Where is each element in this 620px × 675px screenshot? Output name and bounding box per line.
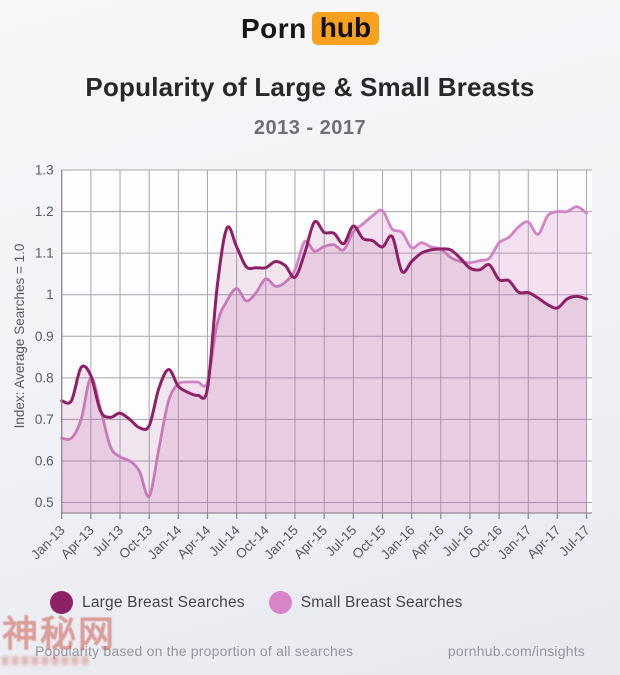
legend-label-small-breast: Small Breast Searches: [300, 593, 463, 611]
y-tick-label: 1: [46, 287, 54, 302]
y-tick-label: 1.3: [35, 163, 54, 178]
x-tick-label: Apr-13: [58, 523, 97, 562]
x-tick-label: Apr-15: [291, 523, 330, 562]
line-chart: 1.3 1.2 1.1 1 0.9 0.8 0.7 0.6 0.5 Jan-13Apr-13Jul…: [12, 163, 593, 563]
logo-text-hub-badge: hub: [311, 12, 380, 46]
x-tick-label: Apr-16: [408, 523, 447, 562]
y-axis-title: Index: Average Searches = 1.0: [12, 244, 27, 429]
series-area-large-breast: [61, 221, 587, 513]
y-tick-label: 0.5: [35, 495, 54, 510]
axes: [61, 170, 592, 519]
series-area-small-breast: [61, 206, 587, 513]
y-tick-label: 1.2: [35, 204, 54, 219]
x-axis-tick-labels: Jan-13Apr-13Jul-13Oct-13Jan-14Apr-14Jul-…: [28, 522, 593, 562]
legend-label-large-breast: Large Breast Searches: [82, 593, 245, 611]
y-tick-label: 0.6: [35, 453, 54, 468]
large-breast-legend-dot-icon: [50, 591, 73, 614]
small-breast-legend-dot-icon: [268, 591, 292, 614]
series-line-small-breast: [60, 205, 588, 498]
page-title: Popularity of Large & Small Breasts: [85, 72, 535, 102]
logo-text-porn: Porn: [240, 12, 307, 44]
footer-site-url: pornhub.com/insights: [447, 643, 585, 659]
y-tick-label: 0.7: [35, 412, 54, 427]
y-tick-label: 1.1: [35, 246, 54, 261]
page-subtitle: 2013 - 2017: [253, 117, 367, 139]
x-tick-label: Apr-17: [524, 523, 563, 562]
pornhub-logo: Porn hub: [0, 12, 620, 46]
y-tick-label: 0.8: [35, 370, 54, 385]
legend-item-small-breast: Small Breast Searches: [268, 591, 463, 614]
y-tick-label: 0.9: [35, 329, 54, 344]
plot-area: [61, 170, 592, 513]
series-line-large-breast: [60, 219, 589, 432]
x-tick-label: Jul-17: [556, 523, 593, 560]
footer-note: Popularity based on the proportion of al…: [35, 643, 354, 659]
y-axis-tick-labels: 1.3 1.2 1.1 1 0.9 0.8 0.7 0.6 0.5: [35, 163, 54, 511]
chart-legend: Large Breast Searches Small Breast Searc…: [50, 591, 487, 614]
x-tick-label: Apr-14: [174, 522, 214, 562]
legend-item-large-breast: Large Breast Searches: [50, 591, 245, 614]
